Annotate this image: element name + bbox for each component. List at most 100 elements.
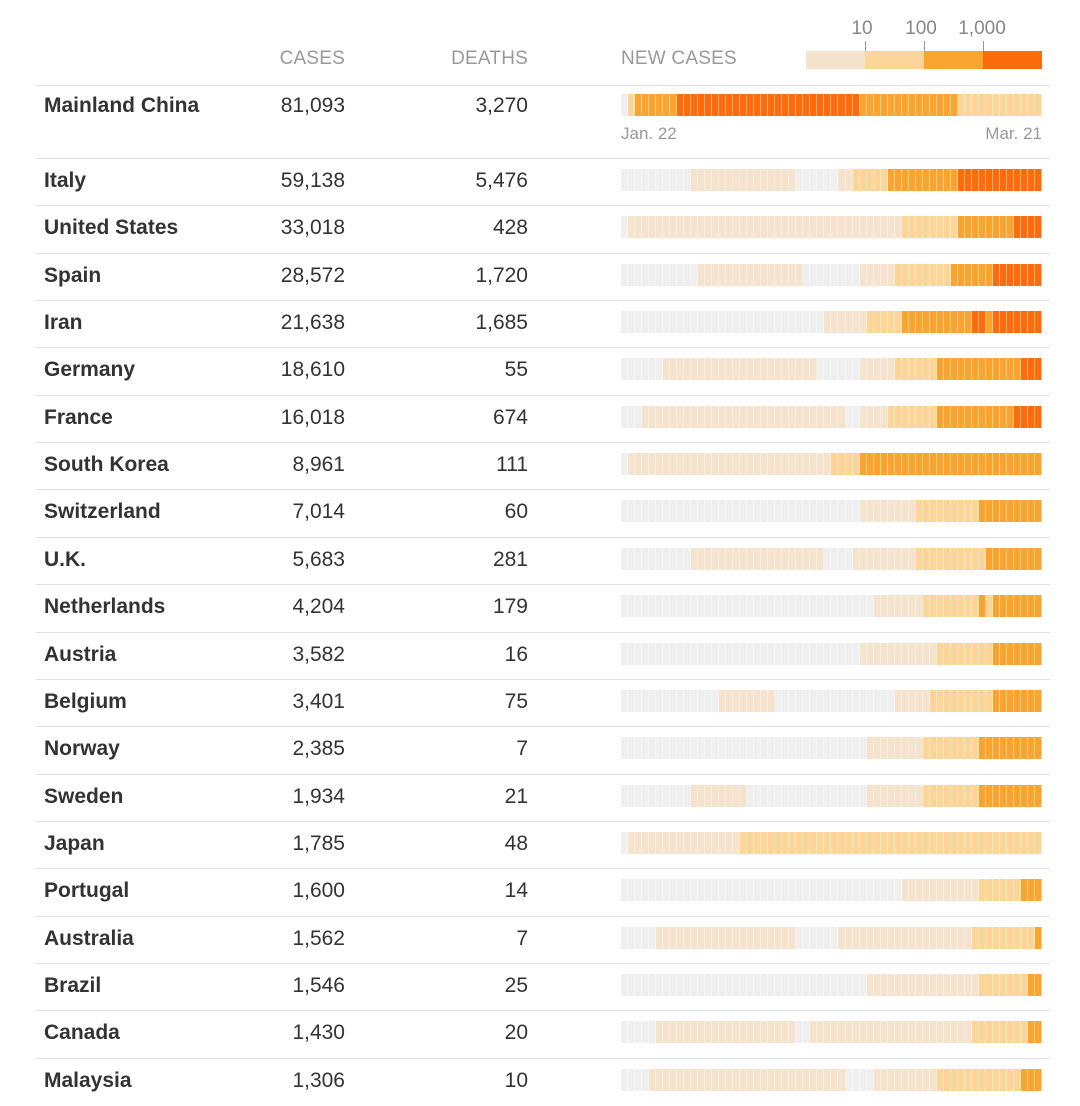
day-cell <box>1034 926 1042 949</box>
day-cell <box>796 595 804 618</box>
day-cell <box>621 595 629 618</box>
day-cell <box>649 1068 657 1091</box>
day-cell <box>1034 453 1042 476</box>
day-cell <box>761 311 769 334</box>
day-cell <box>691 358 699 381</box>
day-cell <box>726 94 734 116</box>
day-cell <box>691 263 699 286</box>
day-cell <box>705 642 713 665</box>
day-cell <box>663 547 671 570</box>
day-cell <box>789 737 797 760</box>
day-cell <box>866 879 874 902</box>
day-cell <box>866 358 874 381</box>
start-date-label: Jan. 22 <box>621 124 677 143</box>
day-cell <box>950 973 958 996</box>
day-cell <box>1034 879 1042 902</box>
day-cell <box>663 405 671 428</box>
day-cell <box>789 169 797 191</box>
day-cell <box>712 879 720 902</box>
day-cell <box>761 1021 769 1044</box>
day-cell <box>964 263 972 286</box>
day-cell <box>747 879 755 902</box>
day-cell <box>978 263 986 286</box>
day-cell <box>957 879 965 902</box>
day-cell <box>936 94 944 116</box>
day-cell <box>684 973 692 996</box>
day-cell <box>1013 831 1021 854</box>
day-cell <box>719 169 727 191</box>
day-cell <box>1020 216 1028 239</box>
day-cell <box>992 1021 1000 1044</box>
day-cell <box>831 973 839 996</box>
day-cell <box>999 737 1007 760</box>
day-cell <box>978 453 986 476</box>
day-cell <box>950 405 958 428</box>
day-cell <box>943 831 951 854</box>
day-cell <box>999 500 1007 523</box>
day-cell <box>719 973 727 996</box>
day-cell <box>649 216 657 239</box>
day-cell <box>831 595 839 618</box>
day-cell <box>1006 1068 1014 1091</box>
day-cell <box>936 926 944 949</box>
day-cell <box>1027 405 1035 428</box>
day-cell <box>691 926 699 949</box>
day-cell <box>768 926 776 949</box>
day-cell <box>810 453 818 476</box>
day-cell <box>754 547 762 570</box>
day-cell <box>740 973 748 996</box>
new-cases-strip <box>621 879 1042 902</box>
day-cell <box>663 737 671 760</box>
day-cell <box>852 1021 860 1044</box>
day-cell <box>726 405 734 428</box>
day-cell <box>873 405 881 428</box>
day-cell <box>950 547 958 570</box>
day-cell <box>880 358 888 381</box>
day-cell <box>642 1021 650 1044</box>
day-cell <box>943 784 951 807</box>
day-cell <box>831 926 839 949</box>
day-cell <box>929 94 937 116</box>
day-cell <box>950 642 958 665</box>
day-cell <box>943 311 951 334</box>
day-cell <box>964 737 972 760</box>
day-cell <box>677 879 685 902</box>
day-cell <box>915 94 923 116</box>
day-cell <box>691 216 699 239</box>
day-cell <box>866 737 874 760</box>
day-cell <box>733 737 741 760</box>
day-cell <box>803 689 811 712</box>
day-cell <box>845 642 853 665</box>
day-cell <box>971 831 979 854</box>
day-cell <box>705 1021 713 1044</box>
day-cell <box>754 358 762 381</box>
day-cell <box>684 879 692 902</box>
day-cell <box>698 926 706 949</box>
day-cell <box>1020 311 1028 334</box>
day-cell <box>964 1068 972 1091</box>
day-cell <box>670 831 678 854</box>
day-cell <box>656 689 664 712</box>
day-cell <box>901 1021 909 1044</box>
day-cell <box>950 689 958 712</box>
day-cell <box>670 547 678 570</box>
day-cell <box>887 926 895 949</box>
day-cell <box>1006 216 1014 239</box>
day-cell <box>761 973 769 996</box>
day-cell <box>803 405 811 428</box>
day-cell <box>775 689 783 712</box>
day-cell <box>985 879 993 902</box>
day-cell <box>810 405 818 428</box>
day-cell <box>838 879 846 902</box>
day-cell <box>971 405 979 428</box>
day-cell <box>908 1021 916 1044</box>
day-cell <box>768 500 776 523</box>
day-cell <box>733 642 741 665</box>
day-cell <box>740 453 748 476</box>
day-cell <box>768 216 776 239</box>
new-cases-strip <box>621 1021 1042 1044</box>
day-cell <box>691 311 699 334</box>
day-cell <box>642 642 650 665</box>
day-cell <box>999 926 1007 949</box>
day-cell <box>929 453 937 476</box>
